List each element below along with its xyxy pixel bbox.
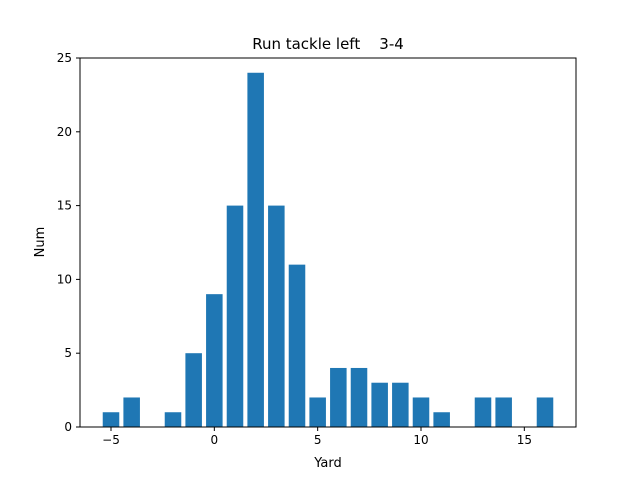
y-tick-label: 25 [57,51,72,65]
bar-x-8 [371,382,388,427]
bar-x-4 [288,264,306,427]
y-axis-ticks: 0 5 10 15 20 25 [57,51,80,434]
x-tick-label: 5 [314,433,322,447]
bar-x-9 [392,382,409,427]
chart-title: Run tackle left 3-4 [252,35,404,53]
y-tick-label: 20 [57,125,72,139]
bars-group [102,72,554,427]
x-axis-label: Yard [313,456,342,471]
bar-x--2 [164,412,182,427]
bar-x-0 [206,294,223,427]
bar-x-13 [474,397,492,427]
bar-x-6 [330,367,347,427]
bar-x--4 [123,397,140,427]
y-tick-label: 15 [57,199,72,213]
bar-x-1 [226,205,244,427]
bar-x--5 [102,412,120,427]
y-tick-label: 10 [57,272,72,286]
x-tick-label: −5 [102,433,120,447]
bar-x-14 [495,397,512,427]
bar-x-2 [247,72,264,427]
bar-x-16 [536,397,554,427]
bar-x-5 [309,397,326,427]
bar-x-10 [412,397,430,427]
plot-frame [79,57,577,428]
bar-x-3 [268,205,285,427]
bar-x--1 [185,353,202,427]
x-tick-label: 15 [517,433,532,447]
x-tick-label: 0 [211,433,219,447]
y-tick-label: 0 [64,420,72,434]
x-axis-ticks: −5 0 5 10 15 [102,427,532,447]
y-tick-label: 5 [64,346,72,360]
x-tick-label: 10 [413,433,428,447]
bar-x-11 [433,412,450,427]
bar-x-7 [350,367,368,427]
y-axis-label: Num [33,227,48,258]
